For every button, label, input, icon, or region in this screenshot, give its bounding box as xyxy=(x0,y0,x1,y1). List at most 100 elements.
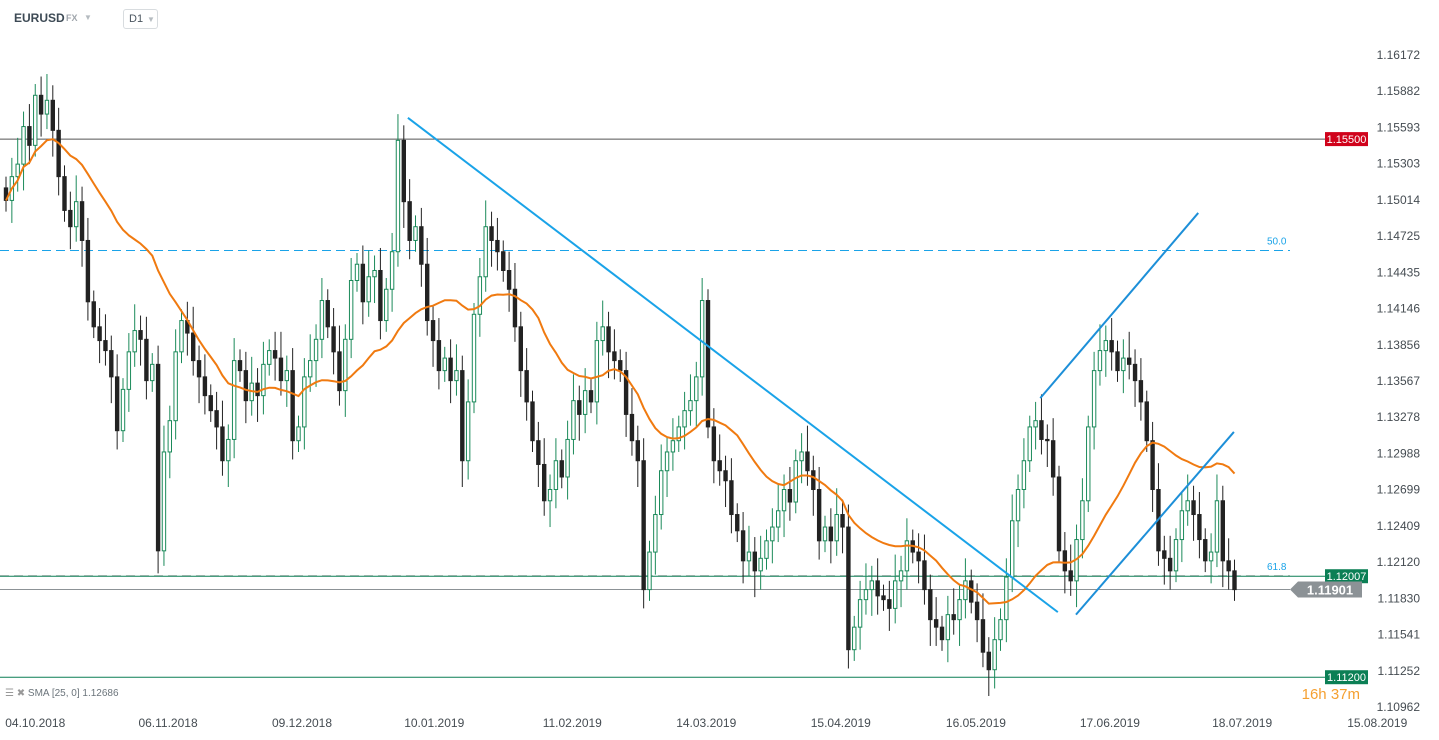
bullish-candle xyxy=(126,351,132,390)
y-axis-tick: 1.15303 xyxy=(1377,157,1421,171)
bullish-candle xyxy=(150,363,155,382)
bullish-candle xyxy=(776,510,781,528)
bullish-candle xyxy=(863,589,869,601)
close-icon[interactable]: ✖ xyxy=(16,688,26,699)
bearish-candle xyxy=(155,363,161,552)
y-axis-tick: 1.13278 xyxy=(1377,410,1421,424)
x-axis-tick: 15.04.2019 xyxy=(811,716,871,730)
market-label[interactable]: FX xyxy=(66,13,78,23)
bearish-candle xyxy=(208,395,213,412)
bearish-candle xyxy=(939,626,945,641)
bearish-candle xyxy=(56,129,61,178)
current-price-badge xyxy=(1290,581,1362,598)
bearish-candle xyxy=(85,239,91,303)
bearish-candle xyxy=(214,410,219,428)
y-axis-tick: 1.12988 xyxy=(1377,446,1421,460)
bullish-candle xyxy=(1097,350,1103,372)
bearish-candle xyxy=(38,94,44,115)
chart-header: EURUSD FX ▼ D1 ▼ xyxy=(0,0,1439,36)
bearish-candle xyxy=(360,263,366,303)
timeframe-select[interactable]: D1 ▼ xyxy=(123,9,158,29)
bearish-candle xyxy=(1150,440,1155,490)
bullish-candle xyxy=(553,460,559,490)
bullish-candle xyxy=(793,460,798,503)
symbol-label[interactable]: EURUSD xyxy=(14,11,65,25)
bullish-candle xyxy=(893,580,898,609)
bearish-candle xyxy=(740,530,746,562)
bullish-candle xyxy=(945,614,951,641)
bearish-candle xyxy=(501,251,506,271)
bullish-candle xyxy=(571,400,576,440)
bearish-candle xyxy=(1039,420,1044,440)
bearish-candle xyxy=(68,209,73,228)
bearish-candle xyxy=(331,326,336,353)
bullish-candle xyxy=(1080,500,1085,541)
bearish-candle xyxy=(419,226,424,265)
bullish-candle xyxy=(770,526,775,542)
bearish-candle xyxy=(828,526,834,542)
bearish-candle xyxy=(606,326,611,353)
timeframe-value: D1 xyxy=(129,13,144,25)
bullish-candle xyxy=(1208,551,1214,562)
y-axis-tick: 1.16172 xyxy=(1377,48,1421,62)
channel-line xyxy=(1039,212,1199,399)
bearish-candle xyxy=(717,460,722,472)
bearish-candle xyxy=(922,560,927,591)
bullish-candle xyxy=(600,326,605,342)
bullish-candle xyxy=(231,360,237,440)
bearish-candle xyxy=(114,376,120,432)
bullish-candle xyxy=(682,410,687,428)
bearish-candle xyxy=(875,580,880,597)
list-icon[interactable]: ☰ xyxy=(5,688,14,699)
bearish-candle xyxy=(237,360,243,372)
bearish-candle xyxy=(401,139,407,203)
sma-line xyxy=(5,138,1236,605)
channel-line xyxy=(1075,431,1235,616)
bearish-candle xyxy=(933,619,939,628)
bearish-candle xyxy=(928,589,933,621)
bearish-candle xyxy=(612,351,617,362)
bearish-candle xyxy=(436,340,442,372)
bearish-candle xyxy=(50,99,55,131)
bearish-candle xyxy=(325,300,330,328)
bullish-candle xyxy=(261,363,266,397)
level-price-badge xyxy=(1325,569,1368,584)
y-axis-tick: 1.14435 xyxy=(1377,265,1421,279)
bullish-candle xyxy=(471,313,477,403)
bearish-candle xyxy=(27,126,32,146)
bearish-candle xyxy=(1162,550,1167,559)
bearish-candle xyxy=(805,451,810,472)
bullish-candle xyxy=(1173,539,1179,572)
bearish-candle xyxy=(109,350,114,378)
bearish-candle xyxy=(506,269,512,290)
bullish-candle xyxy=(852,626,857,651)
x-axis-tick: 10.01.2019 xyxy=(404,716,464,730)
market-chevron-down-icon[interactable]: ▼ xyxy=(84,13,92,22)
bullish-candle xyxy=(74,201,79,228)
bullish-candle xyxy=(354,263,360,282)
y-axis-tick: 1.13567 xyxy=(1377,374,1421,388)
bullish-candle xyxy=(799,451,804,462)
bearish-candle xyxy=(1062,550,1068,572)
bearish-candle xyxy=(495,239,500,253)
bearish-candle xyxy=(711,426,717,462)
bearish-candle xyxy=(1068,570,1073,582)
bearish-candle xyxy=(752,551,757,572)
y-axis-tick: 1.11830 xyxy=(1378,591,1421,605)
y-axis-tick: 1.15882 xyxy=(1377,84,1421,98)
bearish-candle xyxy=(512,288,518,328)
bearish-candle xyxy=(980,619,986,653)
bullish-candle xyxy=(898,570,904,582)
y-axis-tick: 1.12120 xyxy=(1377,555,1421,569)
fib-level-label: 50.0 xyxy=(1267,236,1287,247)
bearish-candle xyxy=(278,357,284,382)
bullish-candle xyxy=(161,451,167,552)
bullish-candle xyxy=(44,99,50,115)
bullish-candle xyxy=(120,388,126,432)
bullish-candle xyxy=(781,488,787,512)
bullish-candle xyxy=(366,276,371,303)
bullish-candle xyxy=(442,357,447,372)
bullish-candle xyxy=(1033,420,1038,428)
bearish-candle xyxy=(577,400,582,415)
